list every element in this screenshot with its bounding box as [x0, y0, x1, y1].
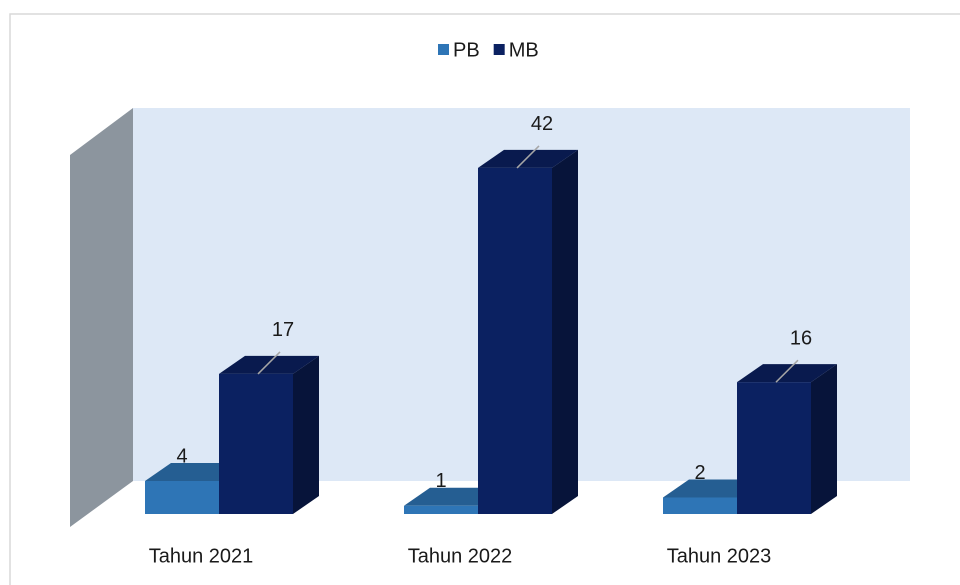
leader-line [257, 351, 281, 375]
bar-side [811, 364, 837, 514]
bar-front [737, 382, 811, 514]
bar [737, 364, 837, 514]
side-wall [70, 108, 133, 527]
bar-side [293, 355, 319, 514]
x-tick-label: Tahun 2022 [408, 545, 513, 567]
data-label: 1 [435, 470, 446, 492]
bar [478, 149, 578, 515]
bar-side [552, 149, 578, 515]
data-label: 4 [176, 445, 187, 467]
legend-label: PB [453, 39, 480, 61]
x-tick-label: Tahun 2021 [149, 545, 254, 567]
legend-swatch [493, 44, 505, 55]
bar-front [478, 167, 552, 515]
bar-front [663, 497, 737, 514]
data-label: 42 [531, 113, 553, 135]
data-label: 17 [272, 319, 294, 341]
x-tick-label: Tahun 2023 [667, 545, 772, 567]
bar-top [478, 149, 578, 168]
data-label: 16 [790, 327, 812, 349]
bar-front [404, 505, 478, 514]
leader-line [516, 145, 540, 169]
bar-top [219, 355, 319, 374]
bar [219, 355, 319, 514]
leader-line [775, 359, 799, 383]
data-label: 2 [694, 462, 705, 484]
bar-front [145, 481, 219, 514]
bar-front [219, 373, 293, 514]
bar-top [737, 364, 837, 383]
legend-label: MB [509, 39, 539, 61]
legend-swatch [438, 44, 449, 55]
